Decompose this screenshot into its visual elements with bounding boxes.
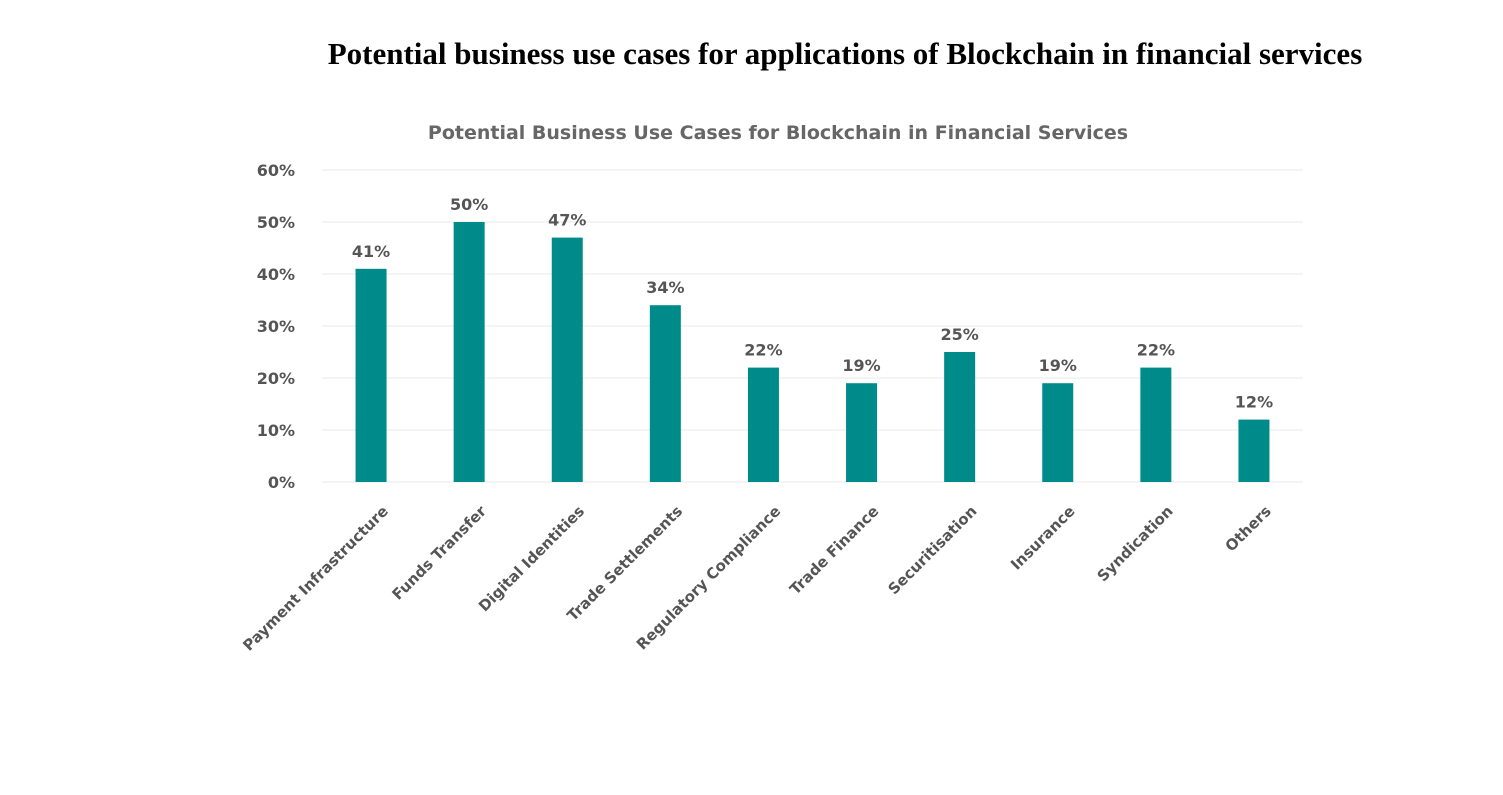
data-label: 47%	[548, 211, 586, 230]
y-axis-ticks: 0% 10% 20% 30% 40% 50% 60%	[257, 161, 295, 492]
x-tick-label: Digital Identities	[475, 502, 588, 615]
bar	[747, 367, 779, 482]
x-tick-label: Syndication	[1094, 502, 1177, 585]
y-tick-label: 40%	[257, 265, 295, 284]
bar	[1140, 367, 1172, 482]
bar	[453, 222, 485, 482]
y-tick-label: 30%	[257, 317, 295, 336]
gridlines	[322, 169, 1303, 483]
data-label: 19%	[842, 356, 880, 375]
data-label: 25%	[941, 325, 979, 344]
y-tick-label: 20%	[257, 369, 295, 388]
page-heading: Potential business use cases for applica…	[327, 36, 1363, 71]
x-tick-label: Trade Finance	[786, 502, 882, 598]
y-tick-label: 10%	[257, 421, 295, 440]
bar	[649, 305, 681, 482]
data-label: 22%	[744, 341, 782, 360]
bar	[846, 383, 878, 482]
data-label: 41%	[352, 242, 390, 261]
y-tick-label: 60%	[257, 161, 295, 180]
data-label: 12%	[1235, 393, 1273, 412]
x-tick-label: Others	[1222, 502, 1275, 555]
x-tick-label: Securitisation	[884, 502, 980, 598]
data-label: 22%	[1137, 341, 1175, 360]
data-label: 19%	[1039, 356, 1077, 375]
x-tick-label: Funds Transfer	[388, 502, 490, 604]
data-labels: 41% 50% 47% 34% 22% 19% 25% 19% 22% 12%	[352, 195, 1273, 412]
data-label: 50%	[450, 195, 488, 214]
x-tick-label: Insurance	[1007, 502, 1079, 574]
bar	[1042, 383, 1074, 482]
chart-title: Potential Business Use Cases for Blockch…	[428, 122, 1128, 144]
bars	[355, 222, 1270, 482]
data-label: 34%	[646, 278, 684, 297]
bar	[551, 237, 583, 482]
y-tick-label: 50%	[257, 213, 295, 232]
bar	[1238, 419, 1270, 482]
y-tick-label: 0%	[268, 473, 295, 492]
bar	[944, 352, 976, 482]
x-tick-label: Payment Infrastructure	[239, 502, 392, 655]
bar	[355, 268, 387, 482]
